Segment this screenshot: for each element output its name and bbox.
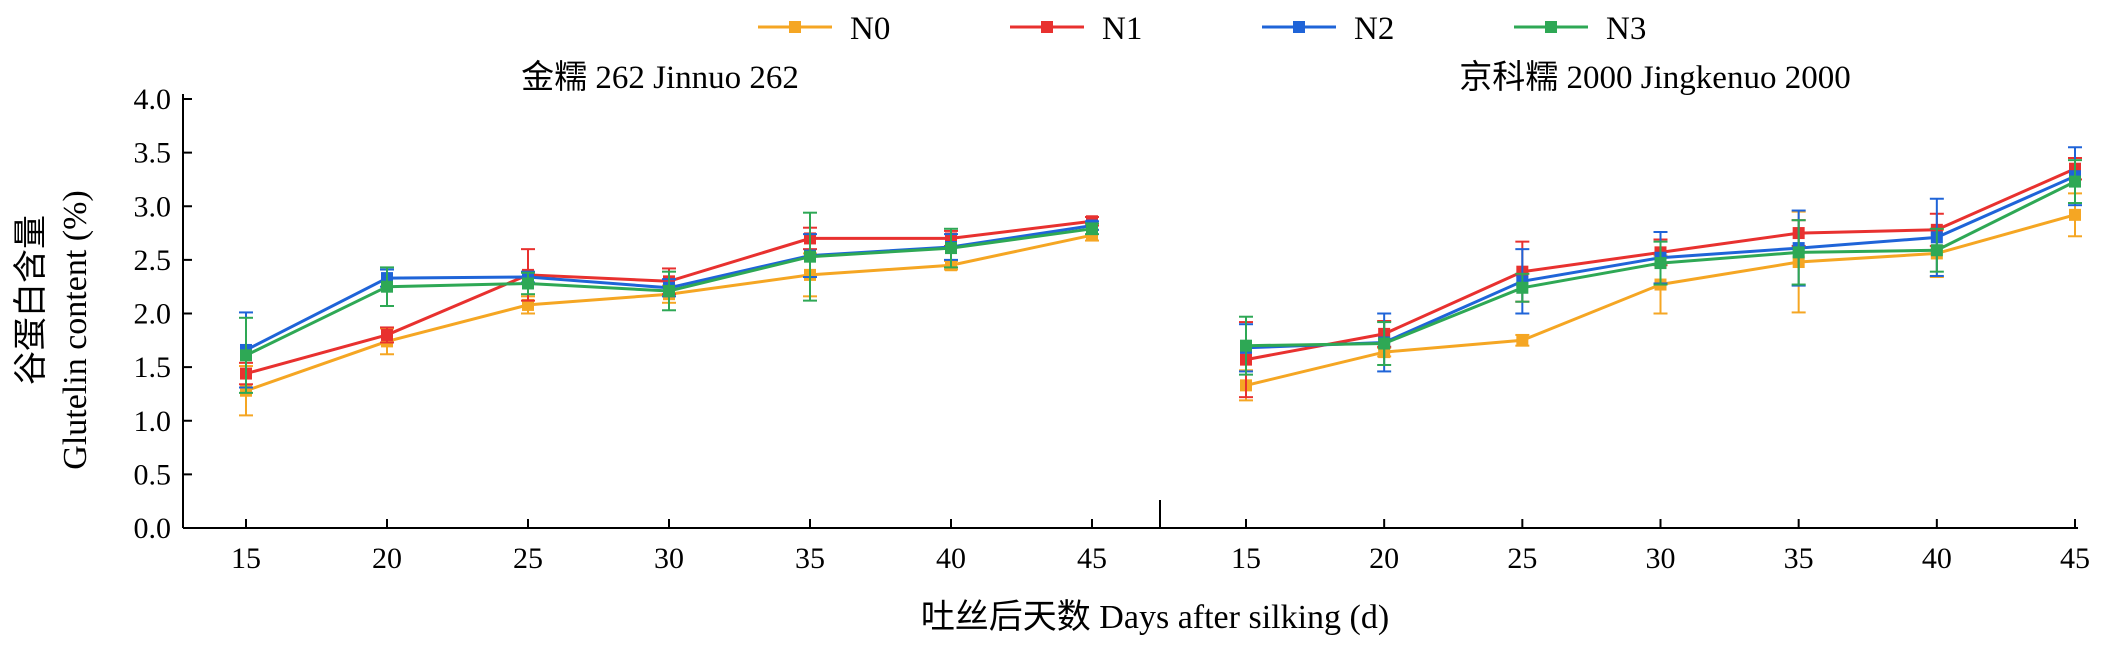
data-point — [1516, 334, 1529, 347]
x-tick-label: 25 — [513, 542, 543, 575]
data-point — [1930, 244, 1943, 257]
data-point — [2069, 175, 2081, 188]
series-layer — [239, 146, 2082, 417]
panel-title-right: 京科糯 2000 Jingkenuo 2000 — [1459, 59, 1850, 96]
x-tick-label: 40 — [1922, 542, 1952, 575]
legend-label-n1: N1 — [1102, 11, 1142, 47]
data-point — [1086, 222, 1098, 235]
legend-marker-n2 — [1293, 21, 1305, 33]
data-point — [240, 349, 252, 362]
y-tick-label: 0.5 — [134, 458, 172, 491]
x-tick-label: 30 — [654, 542, 684, 575]
x-tick-label: 45 — [1077, 542, 1107, 575]
legend-marker-n0 — [789, 21, 801, 33]
x-tick-label: 20 — [372, 542, 402, 575]
data-point — [1654, 257, 1667, 270]
data-point — [945, 242, 957, 255]
x-tick-label: 15 — [231, 542, 261, 575]
data-point — [1792, 246, 1805, 259]
x-tick-label: 25 — [1507, 542, 1537, 575]
data-point — [804, 250, 816, 263]
legend-label-n3: N3 — [1606, 11, 1646, 47]
series-line-n0 — [245, 233, 1093, 393]
panel-title-left: 金糯 262 Jinnuo 262 — [521, 59, 799, 96]
x-tick-label: 45 — [2060, 542, 2090, 575]
y-tick-label: 2.5 — [134, 244, 172, 277]
data-point — [381, 328, 393, 341]
x-tick-label: 35 — [1784, 542, 1814, 575]
data-point — [663, 284, 675, 297]
y-tick-label: 1.0 — [134, 405, 172, 438]
data-point — [1516, 281, 1529, 294]
legend-marker-n3 — [1545, 21, 1557, 33]
x-tick-label: 40 — [936, 542, 966, 575]
data-point — [1240, 339, 1252, 352]
y-tick-label: 3.0 — [134, 190, 172, 223]
x-tick-label: 35 — [795, 542, 825, 575]
y-tick-label: 3.5 — [134, 137, 172, 170]
y-tick-label: 4.0 — [134, 83, 172, 116]
y-tick-label: 0.0 — [134, 512, 172, 545]
y-tick-label: 2.0 — [134, 298, 172, 331]
y-axis-title-chinese: 谷蛋白含量 — [12, 215, 50, 385]
data-point — [1378, 337, 1391, 350]
legend-label-n2: N2 — [1354, 11, 1394, 47]
data-point — [2069, 208, 2081, 221]
data-point — [522, 277, 534, 290]
axes: 0.0 0.5 1.0 1.5 2.0 2.5 3.0 3.5 4.0 15 20 25 30 35 40 4… — [134, 83, 2091, 575]
x-axis-title: 吐丝后天数 Days after silking (d) — [921, 598, 1389, 636]
y-tick-label: 1.5 — [134, 351, 172, 384]
y-axis-title-english: Glutelin content (%) — [57, 190, 94, 469]
legend: N0 N1 N2 N3 — [758, 11, 1646, 47]
data-point — [381, 280, 393, 293]
x-tick-label: 30 — [1646, 542, 1676, 575]
data-point — [522, 298, 534, 311]
legend-marker-n1 — [1041, 21, 1053, 33]
x-tick-label: 15 — [1231, 542, 1261, 575]
x-tick-label: 20 — [1369, 542, 1399, 575]
legend-label-n0: N0 — [850, 11, 890, 47]
